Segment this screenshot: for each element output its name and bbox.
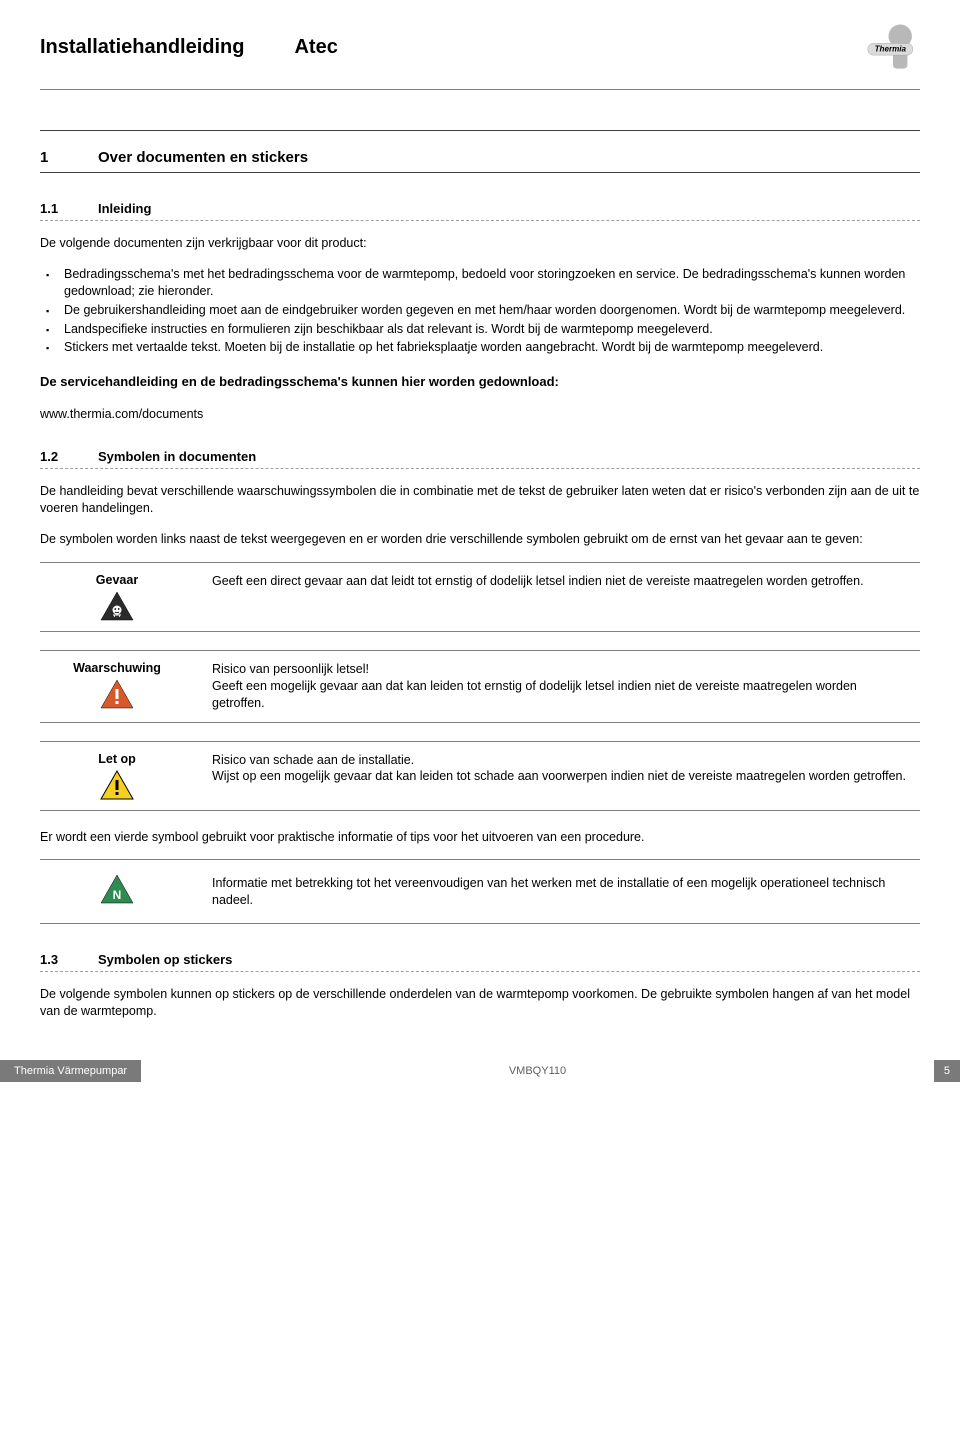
symbol-row-waarschuwing: Waarschuwing Risico van persoonlijk lets… — [40, 650, 920, 723]
list-item: Landspecifieke instructies en formuliere… — [64, 321, 920, 338]
doc-title: Installatiehandleiding — [40, 36, 244, 59]
warning-icon — [100, 679, 134, 709]
doc-header: Installatiehandleiding Atec — [40, 36, 338, 59]
subsection-number: 1.2 — [40, 449, 70, 464]
list-item: Bedradingsschema's met het bedradingssch… — [64, 266, 920, 300]
body-text: De symbolen worden links naast de tekst … — [40, 531, 920, 548]
section-heading: 1 Over documenten en stickers — [40, 131, 920, 172]
svg-text:N: N — [113, 888, 122, 902]
section-number: 1 — [40, 149, 58, 166]
footer-page-number: 5 — [934, 1060, 960, 1082]
doc-product: Atec — [294, 36, 337, 59]
symbol-label: Gevaar — [52, 573, 182, 587]
dashed-divider — [40, 468, 920, 469]
symbol-desc: Geeft een direct gevaar aan dat leidt to… — [212, 573, 920, 590]
intro-text: De volgende documenten zijn verkrijgbaar… — [40, 235, 920, 252]
note-icon: N — [100, 874, 134, 904]
list-item: Stickers met vertaalde tekst. Moeten bij… — [64, 339, 920, 356]
download-heading: De servicehandleiding en de bedradingssc… — [40, 374, 920, 389]
svg-text:Thermia: Thermia — [875, 45, 907, 54]
page-footer: Thermia Värmepumpar VMBQY110 5 — [0, 1060, 960, 1082]
symbol-desc: Risico van schade aan de installatie. Wi… — [212, 752, 920, 786]
download-url: www.thermia.com/documents — [40, 407, 920, 421]
note-row: N Informatie met betrekking tot het vere… — [40, 859, 920, 924]
symbol-label: Let op — [52, 752, 182, 766]
body-text: Er wordt een vierde symbool gebruikt voo… — [40, 829, 920, 846]
divider — [40, 172, 920, 173]
section-title: Over documenten en stickers — [98, 149, 308, 166]
subsection-heading: 1.1 Inleiding — [40, 201, 920, 218]
subsection-number: 1.3 — [40, 952, 70, 967]
dashed-divider — [40, 971, 920, 972]
list-item: De gebruikershandleiding moet aan de ein… — [64, 302, 920, 319]
body-text: De handleiding bevat verschillende waars… — [40, 483, 920, 517]
dashed-divider — [40, 220, 920, 221]
footer-docid: VMBQY110 — [509, 1065, 566, 1077]
subsection-heading: 1.3 Symbolen op stickers — [40, 952, 920, 969]
symbol-desc: Risico van persoonlijk letsel! Geeft een… — [212, 661, 920, 712]
body-text: De volgende symbolen kunnen op stickers … — [40, 986, 920, 1020]
brand-logo: Thermia — [866, 20, 920, 74]
caution-icon — [100, 770, 134, 800]
divider — [40, 89, 920, 90]
subsection-title: Symbolen op stickers — [98, 952, 232, 967]
subsection-heading: 1.2 Symbolen in documenten — [40, 449, 920, 466]
subsection-title: Symbolen in documenten — [98, 449, 256, 464]
symbol-row-gevaar: Gevaar Geeft een direct gevaar aan dat l… — [40, 562, 920, 632]
bullet-list: Bedradingsschema's met het bedradingssch… — [40, 266, 920, 356]
danger-icon — [100, 591, 134, 621]
note-desc: Informatie met betrekking tot het vereen… — [212, 875, 920, 909]
subsection-number: 1.1 — [40, 201, 70, 216]
footer-company: Thermia Värmepumpar — [0, 1060, 141, 1082]
symbol-label: Waarschuwing — [52, 661, 182, 675]
symbol-row-letop: Let op Risico van schade aan de installa… — [40, 741, 920, 811]
subsection-title: Inleiding — [98, 201, 151, 216]
